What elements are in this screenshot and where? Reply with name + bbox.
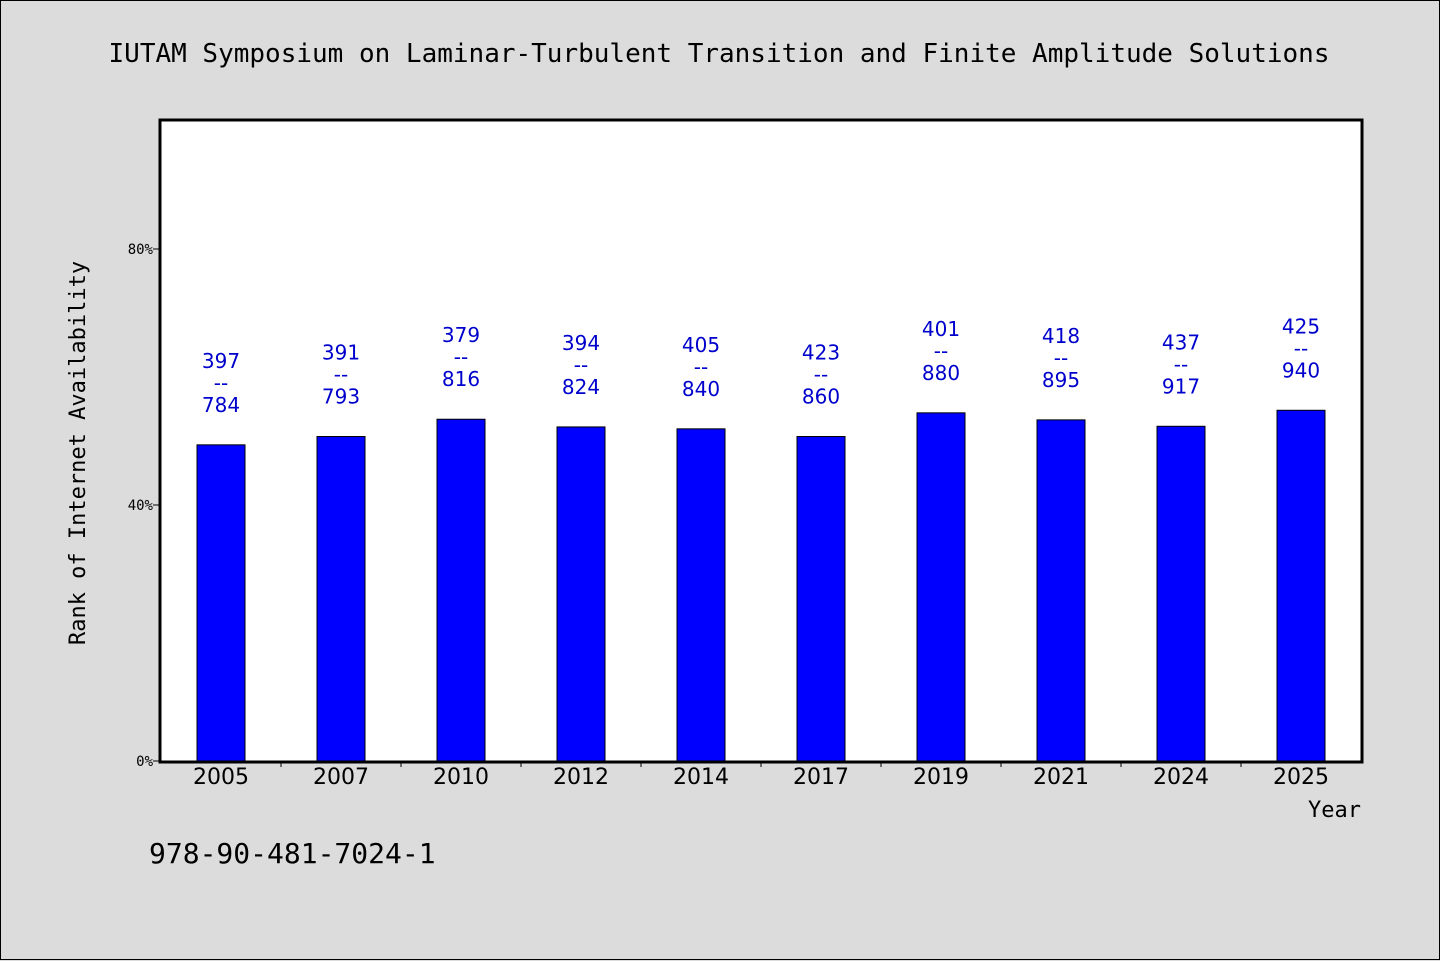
data-label-2024-bottom: 917 <box>1162 374 1200 398</box>
bar-2025 <box>1276 409 1326 762</box>
x-tick-label-2024: 2024 <box>1153 765 1209 790</box>
x-tick-label-2005: 2005 <box>193 765 249 790</box>
bar-2019 <box>916 412 966 762</box>
bar-2007 <box>316 436 366 762</box>
data-label-2007-top: 391 <box>322 341 360 365</box>
y-tick-label-80: 80% <box>128 242 154 258</box>
bar-2021 <box>1036 419 1086 762</box>
data-label-2017-top: 423 <box>802 341 840 365</box>
x-tick-label-2021: 2021 <box>1033 765 1089 790</box>
data-label-2007-bottom: 793 <box>322 385 360 409</box>
x-tick-label-2017: 2017 <box>793 765 849 790</box>
data-label-2021-bottom: 895 <box>1042 368 1080 392</box>
data-label-2012-sep: -- <box>574 353 588 377</box>
data-label-2021-sep: -- <box>1054 346 1068 370</box>
y-tick-label-0: 0% <box>136 754 153 770</box>
y-axis: 0% 40% 80% <box>128 242 161 770</box>
x-tick-label-2010: 2010 <box>433 765 489 790</box>
data-label-2005-sep: -- <box>214 371 228 395</box>
data-label-2017-bottom: 860 <box>802 385 840 409</box>
data-label-2014-sep: -- <box>694 355 708 379</box>
x-tick-label-2007: 2007 <box>313 765 369 790</box>
y-tick-label-40: 40% <box>128 498 154 514</box>
isbn-code: 978-90-481-7024-1 <box>149 837 436 870</box>
data-label-2005-top: 397 <box>202 349 240 373</box>
data-label-2005-bottom: 784 <box>202 393 240 417</box>
data-label-2025-sep: -- <box>1294 336 1308 360</box>
data-label-2010-top: 379 <box>442 323 480 347</box>
bar-2024 <box>1156 425 1206 762</box>
y-axis-title: Rank of Internet Availability <box>66 261 91 645</box>
x-axis: 2005 2007 2010 2012 2014 2017 2019 2021 2024 2025 <box>193 761 1329 790</box>
data-label-2025-top: 425 <box>1282 314 1320 338</box>
chart-title: IUTAM Symposium on Laminar-Turbulent Tra… <box>109 39 1330 69</box>
bar-2005 <box>196 444 246 762</box>
data-label-2010-bottom: 816 <box>442 367 480 391</box>
x-tick-label-2019: 2019 <box>913 765 969 790</box>
data-labels-layer: 397--784391--793379--816394--824405--840… <box>202 314 1320 417</box>
data-label-2024-top: 437 <box>1162 330 1200 354</box>
x-tick-label-2014: 2014 <box>673 765 729 790</box>
data-label-2025-bottom: 940 <box>1282 358 1320 382</box>
bar-2012 <box>556 426 606 762</box>
data-label-2014-bottom: 840 <box>682 377 720 401</box>
bar-2017 <box>796 436 846 762</box>
data-label-2012-bottom: 824 <box>562 375 600 399</box>
bars-layer <box>196 409 1326 762</box>
x-tick-label-2025: 2025 <box>1273 765 1329 790</box>
data-label-2017-sep: -- <box>814 363 828 387</box>
data-label-2024-sep: -- <box>1174 352 1188 376</box>
x-axis-title: Year <box>1308 798 1361 823</box>
data-label-2007-sep: -- <box>334 363 348 387</box>
bar-2010 <box>436 418 486 762</box>
data-label-2019-bottom: 880 <box>922 361 960 385</box>
data-label-2014-top: 405 <box>682 333 720 357</box>
data-label-2010-sep: -- <box>454 345 468 369</box>
data-label-2021-top: 418 <box>1042 324 1080 348</box>
data-label-2012-top: 394 <box>562 331 600 355</box>
data-label-2019-top: 401 <box>922 317 960 341</box>
data-label-2019-sep: -- <box>934 339 948 363</box>
x-tick-label-2012: 2012 <box>553 765 609 790</box>
bar-2014 <box>676 428 726 762</box>
